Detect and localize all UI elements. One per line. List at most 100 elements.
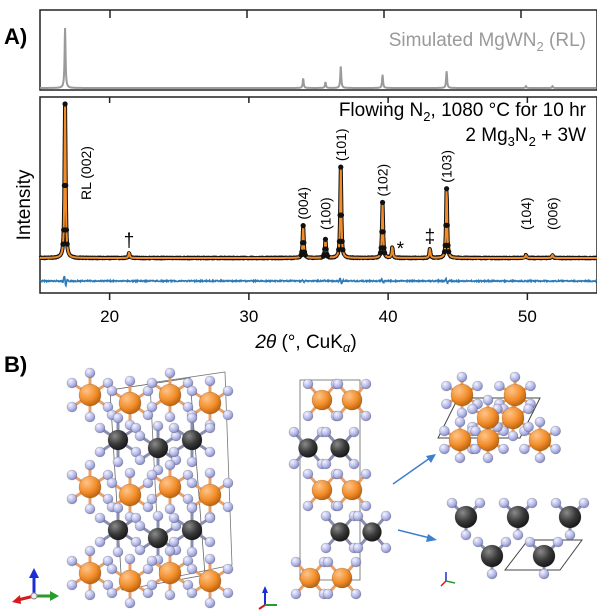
nitrogen-atom bbox=[124, 553, 136, 565]
nitrogen-atom bbox=[66, 401, 78, 413]
nitrogen-atom bbox=[146, 493, 158, 505]
observed-data-point bbox=[446, 249, 452, 255]
nitrogen-atom bbox=[204, 375, 216, 387]
nitrogen-atom bbox=[112, 456, 124, 468]
nitrogen-atom bbox=[439, 425, 450, 437]
nitrogen-atom bbox=[350, 588, 362, 600]
nitrogen-atom bbox=[106, 563, 118, 575]
nitrogen-atom bbox=[538, 568, 550, 580]
peak-label: (101) bbox=[333, 128, 349, 161]
nitrogen-atom bbox=[524, 536, 536, 548]
mg-atom bbox=[158, 475, 182, 499]
mg-atom bbox=[341, 389, 363, 411]
nitrogen-atom bbox=[467, 403, 478, 415]
crystal-structure-side-view bbox=[288, 378, 392, 600]
nitrogen-atom bbox=[360, 410, 372, 422]
nitrogen-atom bbox=[134, 520, 146, 532]
nitrogen-atom bbox=[500, 536, 512, 548]
peak-label: (006) bbox=[544, 197, 560, 230]
nitrogen-atom bbox=[66, 493, 78, 505]
nitrogen-atom bbox=[302, 378, 314, 390]
nitrogen-atom bbox=[152, 510, 164, 522]
nitrogen-atom bbox=[222, 409, 234, 421]
nitrogen-atom bbox=[472, 380, 483, 392]
nitrogen-atom bbox=[222, 477, 234, 489]
nitrogen-atom bbox=[84, 589, 96, 601]
nitrogen-atom bbox=[380, 510, 392, 522]
w-atom bbox=[532, 544, 556, 568]
nitrogen-atom bbox=[222, 501, 234, 513]
mg-atom bbox=[78, 475, 102, 499]
arrow-to-w-layer bbox=[397, 529, 437, 542]
nitrogen-atom bbox=[482, 394, 494, 406]
nitrogen-atom bbox=[186, 456, 198, 468]
nitrogen-atom bbox=[456, 407, 468, 419]
mg-atom bbox=[118, 569, 142, 593]
nitrogen-atom bbox=[460, 529, 472, 541]
fit-pattern-line bbox=[39, 103, 597, 259]
observed-data-point bbox=[339, 238, 345, 244]
simulated-label: Simulated MgWN2 (RL) bbox=[389, 30, 586, 54]
w-atom bbox=[480, 544, 504, 568]
mg-atom bbox=[78, 561, 102, 585]
w-atom bbox=[506, 505, 530, 529]
nitrogen-atom bbox=[564, 529, 576, 541]
mg-atom bbox=[341, 479, 363, 501]
nitrogen-atom bbox=[380, 542, 392, 554]
nitrogen-atom bbox=[94, 446, 106, 458]
nitrogen-atom bbox=[204, 446, 216, 458]
observed-data-point bbox=[444, 186, 450, 192]
nitrogen-atom bbox=[360, 378, 372, 390]
mg-atom bbox=[118, 483, 142, 507]
mg-atom bbox=[501, 406, 525, 430]
w-atom bbox=[147, 527, 169, 549]
w-atom bbox=[454, 505, 478, 529]
nitrogen-atom bbox=[360, 500, 372, 512]
nitrogen-atom bbox=[512, 529, 524, 541]
main-subplot-frame bbox=[39, 96, 597, 294]
observed-data-point bbox=[445, 242, 451, 248]
nitrogen-atom bbox=[204, 536, 216, 548]
panel-b-label: B) bbox=[4, 352, 27, 377]
nitrogen-atom bbox=[168, 512, 180, 524]
peak-label: * bbox=[397, 239, 405, 260]
panel-a-label: A) bbox=[4, 24, 27, 49]
nitrogen-atom bbox=[332, 410, 344, 422]
nitrogen-atom bbox=[446, 497, 458, 509]
peak-label: (004) bbox=[295, 187, 311, 220]
nitrogen-atom bbox=[112, 412, 124, 424]
nitrogen-atom bbox=[84, 411, 96, 423]
w-atom bbox=[330, 438, 350, 458]
nitrogen-atom bbox=[152, 420, 164, 432]
nitrogen-atom bbox=[134, 430, 146, 442]
nitrogen-atom bbox=[146, 555, 158, 567]
mg-n-layer-view bbox=[437, 371, 561, 464]
w-n-layer-view bbox=[446, 497, 590, 580]
nitrogen-atom bbox=[348, 426, 360, 438]
nitrogen-atom bbox=[124, 375, 136, 387]
mg-atom bbox=[158, 561, 182, 585]
observed-data-point bbox=[63, 182, 69, 189]
nitrogen-atom bbox=[525, 380, 536, 392]
peak-label: ‡ bbox=[425, 227, 436, 248]
nitrogen-atom bbox=[168, 446, 180, 458]
mg-atom bbox=[299, 567, 321, 589]
peak-label: RL (002) bbox=[78, 146, 94, 200]
mg-atom bbox=[78, 383, 102, 407]
nitrogen-atom bbox=[204, 512, 216, 524]
nitrogen-atom bbox=[222, 563, 234, 575]
nitrogen-atom bbox=[106, 385, 118, 397]
mg-atom bbox=[476, 428, 500, 452]
nitrogen-atom bbox=[498, 497, 510, 509]
nitrogen-atom bbox=[112, 502, 124, 514]
nitrogen-atom bbox=[168, 536, 180, 548]
observed-data-point bbox=[338, 212, 345, 218]
nitrogen-atom bbox=[302, 410, 314, 422]
nitrogen-atom bbox=[66, 555, 78, 567]
peak-label: (103) bbox=[439, 150, 455, 183]
mg-atom bbox=[198, 391, 222, 415]
nitrogen-atom bbox=[288, 426, 300, 438]
observed-data-point bbox=[381, 245, 387, 251]
nitrogen-atom bbox=[204, 467, 216, 479]
nitrogen-atom bbox=[106, 477, 118, 489]
